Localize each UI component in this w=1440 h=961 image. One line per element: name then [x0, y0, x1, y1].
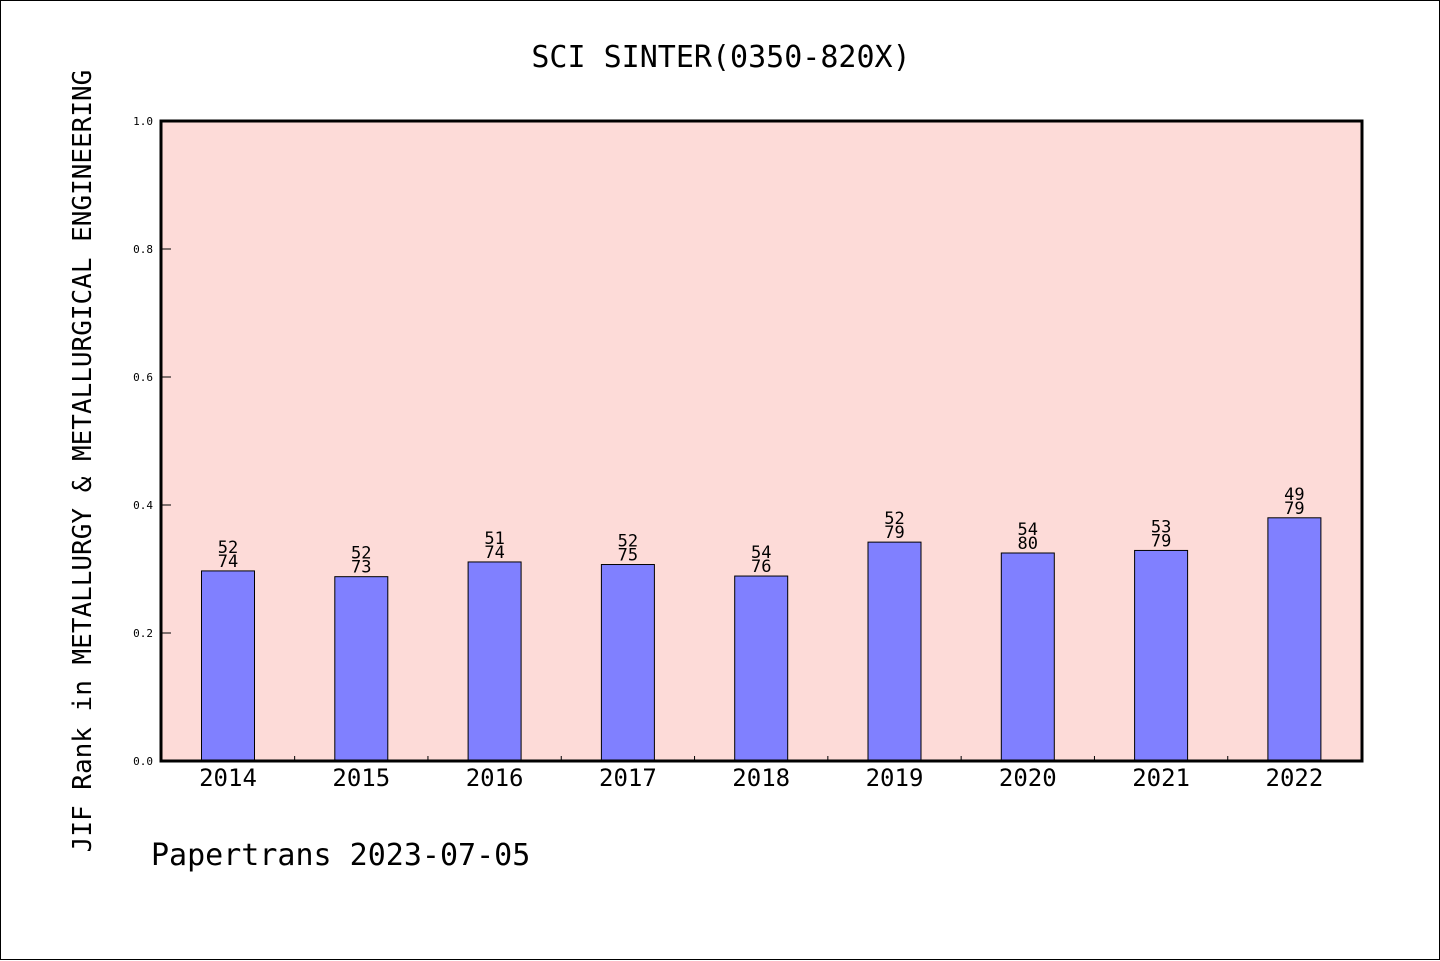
x-axis: 2014 2015 2016 2017 2018 2019 2020 2021 2022 [199, 756, 1323, 792]
bar-2019 [867, 541, 922, 762]
x-tick-label-2016: 2016 [466, 764, 524, 792]
y-tick-label-0.6: 0.6 [133, 371, 153, 384]
bar-2022 [1267, 517, 1322, 762]
bar-rank-label-2015: 52 [351, 544, 371, 564]
x-tick-label-2020: 2020 [999, 764, 1057, 792]
bar-rank-label-2014: 52 [218, 538, 238, 558]
bar-rank-label-2018: 54 [751, 543, 771, 563]
bar-2021 [1134, 549, 1189, 762]
bar-rank-label-2021: 53 [1151, 517, 1171, 537]
bar-2020 [1000, 552, 1055, 762]
x-tick-label-2022: 2022 [1266, 764, 1324, 792]
bar-2015 [334, 576, 389, 762]
bar-total-label-2016: 74 [484, 543, 504, 563]
y-axis-label: JIF Rank in METALLURGY & METALLURGICAL E… [68, 70, 98, 853]
bar-total-label-2020: 80 [1018, 534, 1038, 554]
x-tick-label-2018: 2018 [732, 764, 790, 792]
plot-border [159, 119, 1364, 763]
x-tick-label-2021: 2021 [1132, 764, 1190, 792]
bar-2016 [467, 561, 522, 762]
y-tick-label-0.4: 0.4 [133, 499, 153, 512]
x-tick-label-2015: 2015 [332, 764, 390, 792]
y-tick-label-0.2: 0.2 [133, 627, 153, 640]
bar-total-label-2021: 79 [1151, 531, 1171, 551]
footer-credit: Papertrans 2023-07-05 [151, 838, 530, 873]
bars-group [201, 517, 1322, 762]
y-tick-label-0.0: 0.0 [133, 755, 153, 768]
x-tick-label-2019: 2019 [866, 764, 924, 792]
bar-total-label-2014: 74 [218, 552, 238, 572]
bar-2018 [734, 575, 789, 762]
x-tick-label-2014: 2014 [199, 764, 257, 792]
bar-total-label-2015: 73 [351, 558, 371, 578]
bar-total-label-2017: 75 [618, 546, 638, 566]
bar-total-label-2018: 76 [751, 557, 771, 577]
x-tick-label-2017: 2017 [599, 764, 657, 792]
y-tick-label-1.0: 1.0 [133, 115, 153, 128]
bar-2014 [201, 570, 255, 762]
bar-total-label-2019: 79 [884, 523, 904, 543]
bar-rank-label-2019: 52 [884, 509, 904, 529]
bar-2017 [600, 564, 655, 762]
y-axis: 0.0 0.2 0.4 0.6 0.8 1.0 [133, 115, 171, 768]
chart-title: SCI SINTER(0350-820X) [531, 40, 910, 75]
bar-rank-label-2020: 54 [1018, 520, 1038, 540]
bar-rank-label-2022: 49 [1284, 485, 1304, 505]
bar-rank-label-2017: 52 [618, 532, 638, 552]
bar-rank-label-2016: 51 [484, 529, 504, 549]
y-tick-label-0.8: 0.8 [133, 243, 153, 256]
bar-total-label-2022: 79 [1284, 499, 1304, 519]
